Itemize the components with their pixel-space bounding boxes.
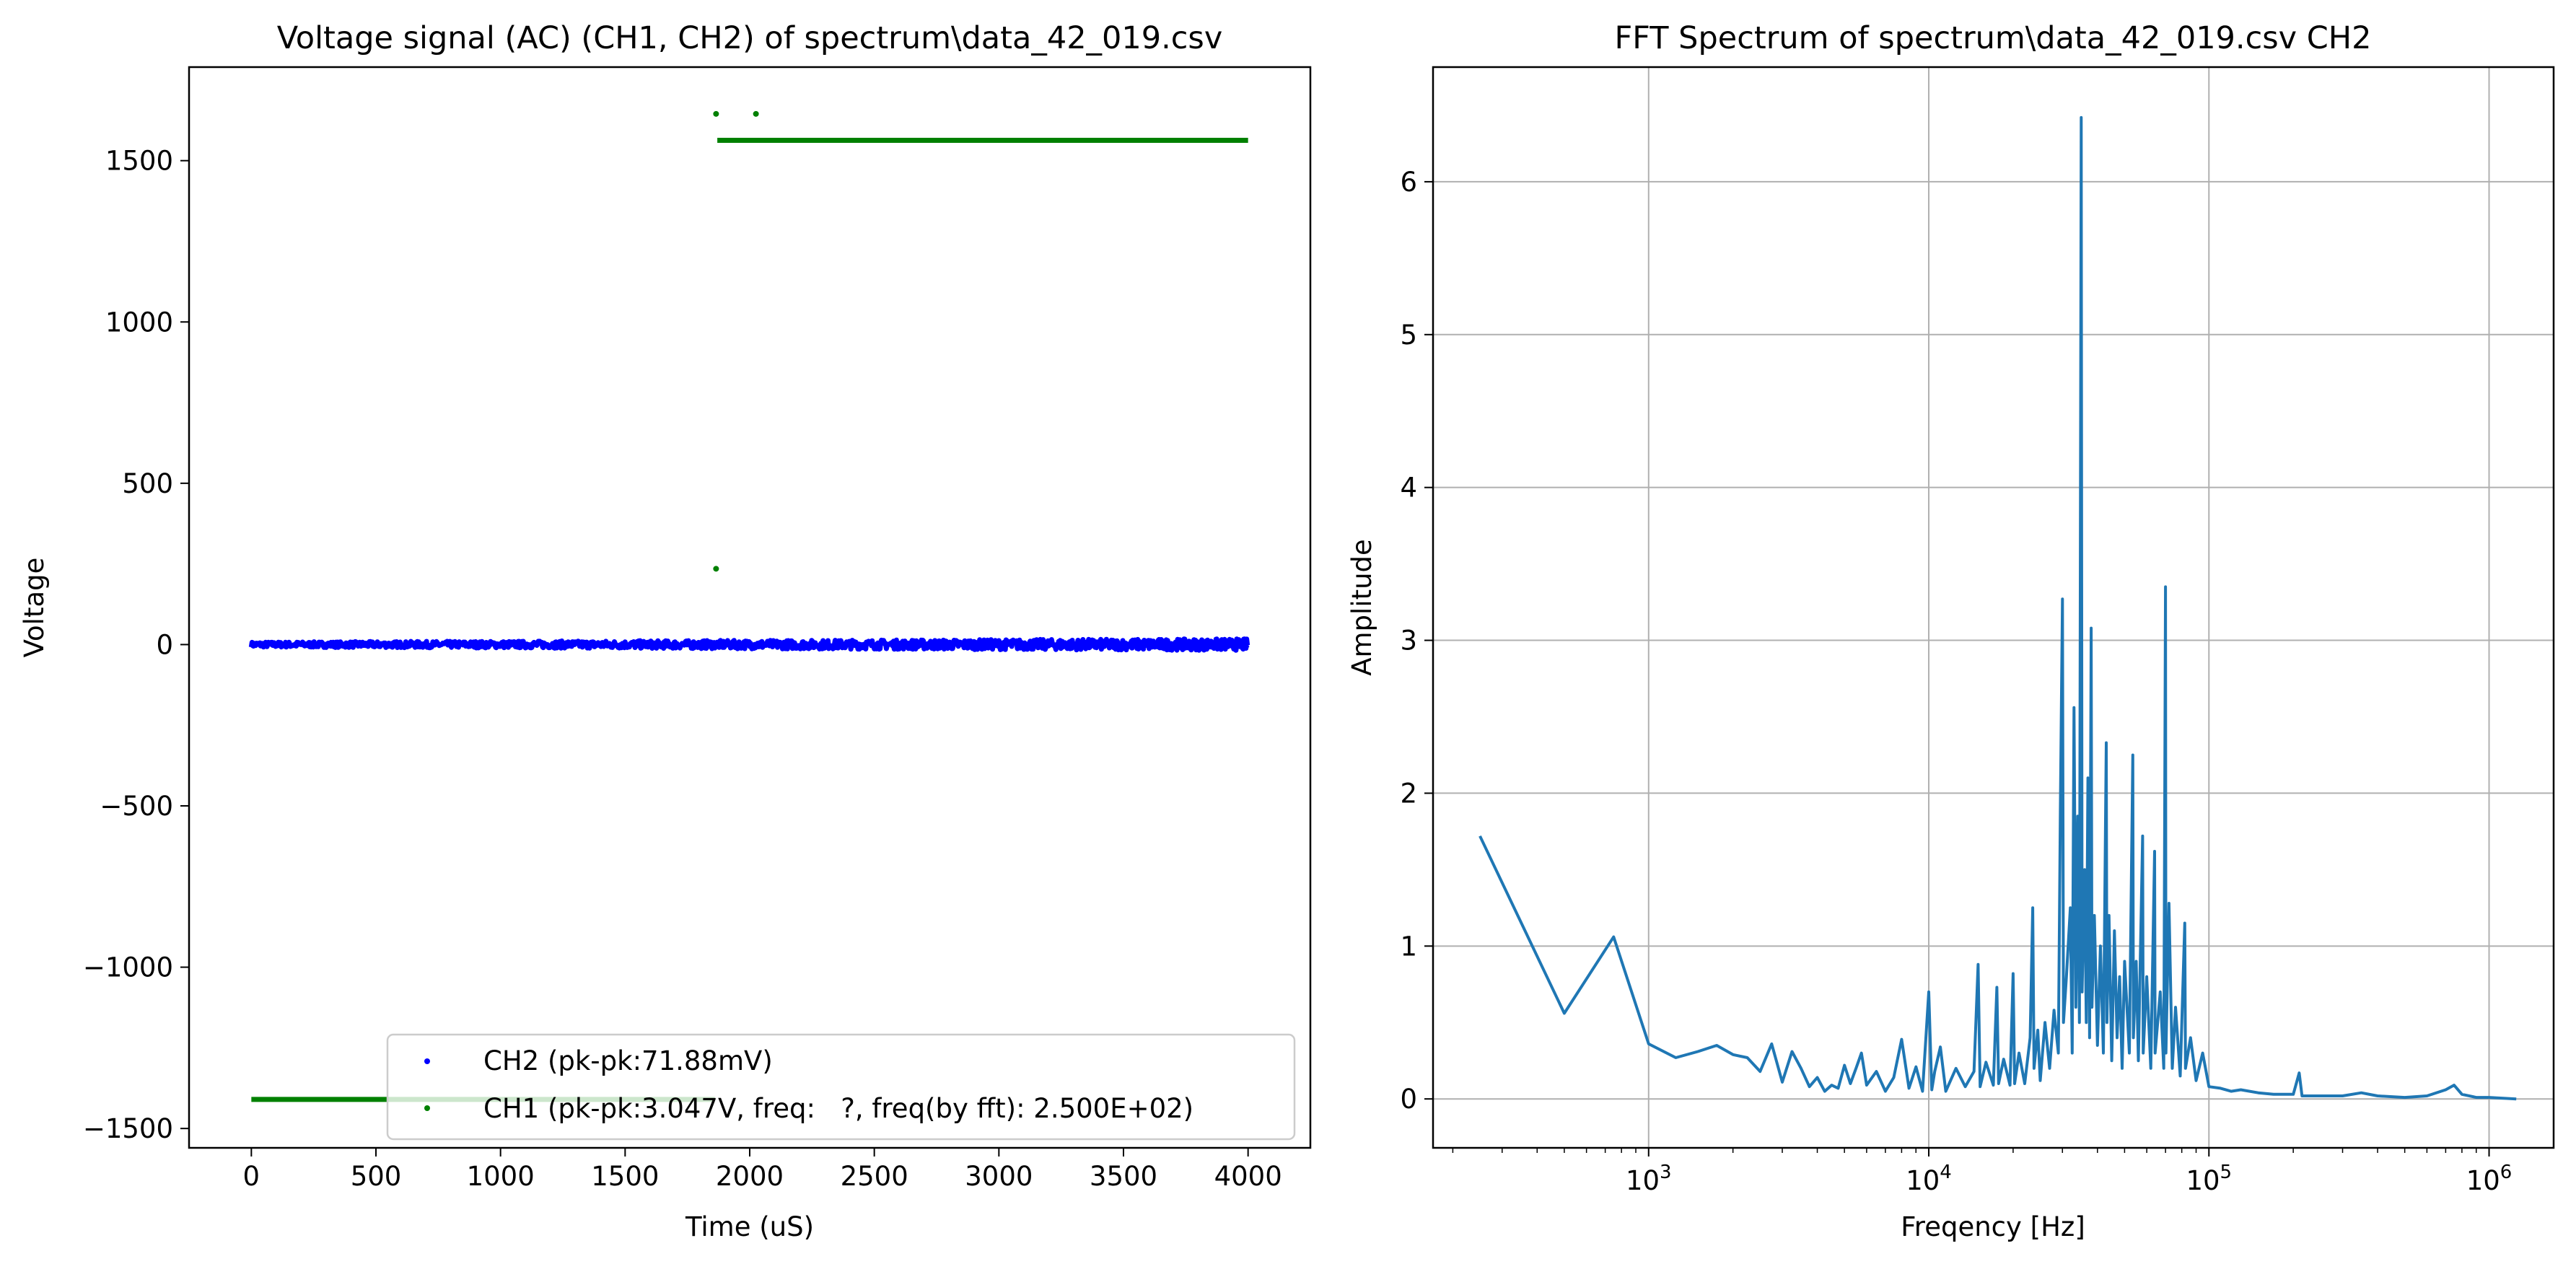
fft-x-axis-label: Freqency [Hz]: [1901, 1211, 2085, 1242]
y-tick-label: 1500: [105, 146, 173, 177]
x-tick-label: 106: [2466, 1162, 2513, 1196]
x-tick-label: 1000: [467, 1161, 535, 1192]
fft-plot-frame: [1432, 66, 2555, 1149]
fft-plot-area: [1478, 115, 2517, 1101]
legend-box: [386, 1033, 1296, 1141]
y-tick-label: 2: [1400, 778, 1417, 809]
series-ch1-outlier-point: [713, 566, 719, 572]
fft-y-axis-label: Amplitude: [1346, 539, 1377, 676]
series-ch1-outlier-point: [753, 110, 759, 117]
x-tick-label: 3500: [1090, 1161, 1157, 1192]
legend-marker-ch2: [424, 1058, 430, 1064]
fft-axis-ticks: 103 104 105 106 0 1 2 3 4 5 6: [1400, 167, 2512, 1196]
y-tick-label: −500: [100, 791, 173, 822]
series-ch2-band: [248, 636, 1250, 653]
fft-chart-title: FFT Spectrum of spectrum\data_42_019.csv…: [1615, 20, 2372, 56]
voltage-x-axis-label: Time (uS): [685, 1211, 814, 1242]
x-tick-label: 500: [351, 1161, 402, 1192]
voltage-chart-title: Voltage signal (AC) (CH1, CH2) of spectr…: [277, 20, 1223, 56]
y-tick-label: −1000: [83, 952, 173, 983]
y-tick-label: 500: [122, 468, 173, 499]
voltage-legend: CH2 (pk-pk:71.88mV) CH1 (pk-pk:3.047V, f…: [386, 1033, 1296, 1141]
series-ch1-outlier-point: [713, 110, 719, 117]
fft-chart: 103 104 105 106 0 1 2 3 4 5 6 FFT Spectrum of spec…: [1346, 20, 2555, 1242]
y-tick-label: 1000: [105, 307, 173, 338]
y-tick-label: 1: [1400, 931, 1417, 962]
x-tick-label: 0: [243, 1161, 260, 1192]
legend-label-ch2: CH2 (pk-pk:71.88mV): [483, 1045, 773, 1076]
y-tick-label: 0: [1400, 1084, 1417, 1115]
x-tick-label: 2000: [716, 1161, 784, 1192]
y-tick-label: 0: [156, 629, 173, 660]
x-tick-label: 103: [1626, 1162, 1672, 1196]
voltage-y-axis-label: Voltage: [19, 558, 50, 658]
x-tick-label: 105: [2186, 1162, 2232, 1196]
y-tick-label: −1500: [83, 1113, 173, 1144]
y-tick-label: 3: [1400, 626, 1417, 657]
voltage-axis-ticks: 0 500 1000 1500 2000 2500 3000 3500 4000 −1500 −10…: [83, 146, 1282, 1192]
y-tick-label: 5: [1400, 320, 1417, 351]
y-tick-label: 4: [1400, 473, 1417, 504]
x-tick-label: 104: [1906, 1162, 1952, 1196]
fft-grid: [1433, 67, 2554, 1148]
legend-marker-ch1: [424, 1105, 430, 1111]
x-tick-label: 1500: [591, 1161, 659, 1192]
x-tick-label: 4000: [1214, 1161, 1282, 1192]
x-tick-label: 2500: [841, 1161, 908, 1192]
x-tick-label: 3000: [965, 1161, 1033, 1192]
legend-label-ch1: CH1 (pk-pk:3.047V, freq: ?, freq(by fft)…: [483, 1093, 1193, 1124]
series-fft-line: [1478, 115, 2517, 1101]
y-tick-label: 6: [1400, 167, 1417, 198]
voltage-chart: 0 500 1000 1500 2000 2500 3000 3500 4000 −1500 −10…: [19, 20, 1312, 1242]
